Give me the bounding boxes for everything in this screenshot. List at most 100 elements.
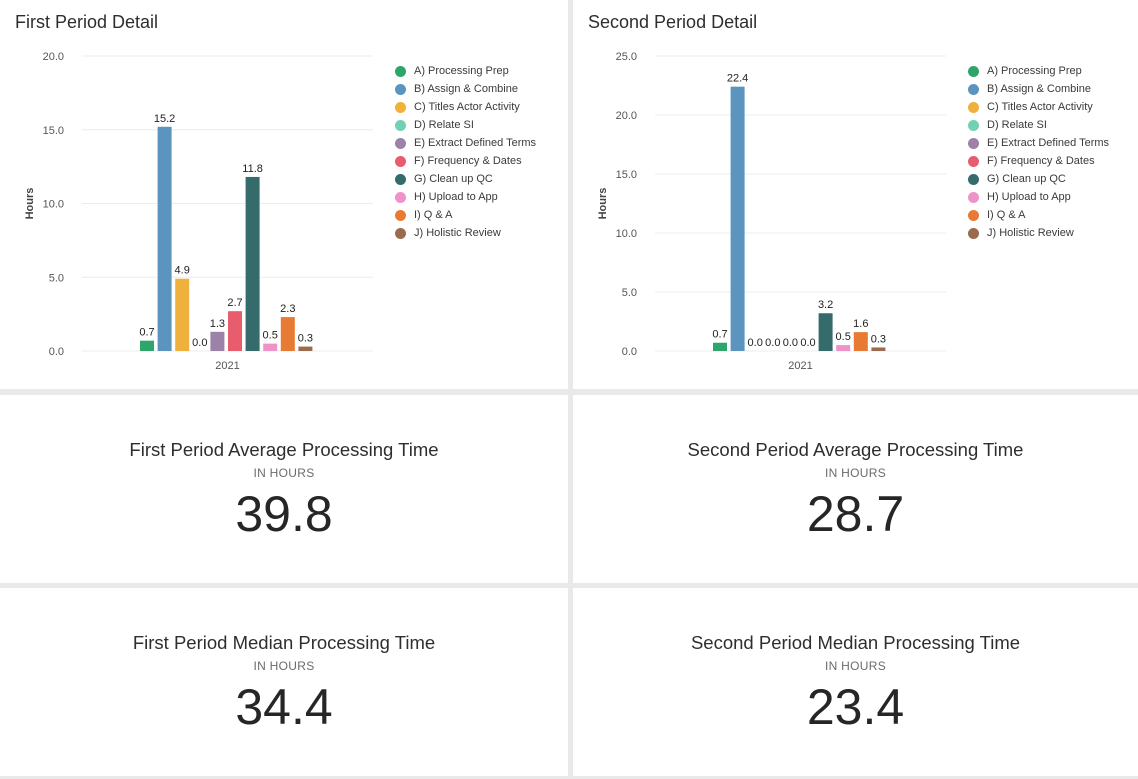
bar: [157, 126, 172, 351]
legend-item[interactable]: H) Upload to App: [968, 188, 1109, 206]
legend-item[interactable]: A) Processing Prep: [395, 62, 536, 80]
y-tick-label: 10.0: [43, 199, 64, 211]
bar: [818, 313, 833, 351]
data-label: 0.3: [871, 333, 886, 345]
kpi-tile-second-median: Second Period Median Processing Time IN …: [573, 588, 1138, 776]
bar: [280, 317, 295, 351]
data-label: 1.3: [210, 318, 225, 330]
legend-swatch-icon: [968, 191, 979, 203]
legend-item[interactable]: D) Relate SI: [395, 116, 536, 134]
legend-label: B) Assign & Combine: [987, 83, 1091, 95]
legend-label: B) Assign & Combine: [414, 83, 518, 95]
kpi-value: 34.4: [235, 679, 333, 735]
legend-item[interactable]: E) Extract Defined Terms: [395, 134, 536, 152]
data-label: 1.6: [853, 318, 868, 330]
y-tick-label: 15.0: [43, 125, 64, 137]
y-tick-label: 25.0: [616, 51, 637, 63]
legend-label: G) Clean up QC: [987, 173, 1066, 185]
legend-label: F) Frequency & Dates: [414, 155, 522, 167]
legend-item[interactable]: E) Extract Defined Terms: [968, 134, 1109, 152]
legend-swatch-icon: [395, 65, 406, 77]
data-label: 0.0: [748, 337, 763, 349]
kpi-subtitle: IN HOURS: [253, 466, 315, 480]
legend-item[interactable]: A) Processing Prep: [968, 62, 1109, 80]
kpi-value: 39.8: [235, 486, 333, 542]
legend-item[interactable]: C) Titles Actor Activity: [395, 98, 536, 116]
bar: [175, 278, 190, 351]
chart-tile-second-period: Second Period Detail 0.0 5.0 10.0 15.0 20.0 2…: [573, 0, 1138, 389]
legend-swatch-icon: [395, 119, 406, 131]
legend-label: A) Processing Prep: [414, 65, 509, 77]
legend-label: I) Q & A: [414, 209, 453, 221]
legend-item[interactable]: C) Titles Actor Activity: [968, 98, 1109, 116]
kpi-title: First Period Median Processing Time: [132, 632, 436, 653]
legend-label: F) Frequency & Dates: [987, 155, 1095, 167]
bar: [853, 332, 868, 351]
x-tick-label: 2021: [788, 360, 812, 372]
legend-swatch-icon: [968, 101, 979, 113]
data-label: 3.2: [818, 299, 833, 311]
legend-item[interactable]: B) Assign & Combine: [968, 80, 1109, 98]
legend-item[interactable]: F) Frequency & Dates: [395, 152, 536, 170]
y-axis-label: Hours: [24, 188, 36, 220]
legend-item[interactable]: I) Q & A: [395, 206, 536, 224]
legend-item[interactable]: F) Frequency & Dates: [968, 152, 1109, 170]
legend-swatch-icon: [968, 83, 979, 95]
chart-title: First Period Detail: [15, 12, 159, 32]
y-tick-label: 5.0: [622, 287, 637, 299]
kpi-value: 23.4: [806, 679, 905, 735]
legend-swatch-icon: [395, 191, 406, 203]
legend-label: I) Q & A: [987, 209, 1026, 221]
legend-item[interactable]: J) Holistic Review: [968, 224, 1109, 242]
kpi-subtitle: IN HOURS: [253, 659, 315, 673]
legend-swatch-icon: [395, 83, 406, 95]
legend-item[interactable]: G) Clean up QC: [395, 170, 536, 188]
kpi-tile-second-average: Second Period Average Processing Time IN…: [573, 395, 1138, 583]
bar: [245, 176, 260, 351]
bar: [210, 331, 225, 351]
chart-title: Second Period Detail: [588, 12, 758, 32]
legend-swatch-icon: [395, 155, 406, 167]
legend-swatch-icon: [968, 137, 979, 149]
data-label: 15.2: [154, 113, 175, 125]
kpi-title: First Period Average Processing Time: [129, 439, 439, 460]
kpi-tile-first-median: First Period Median Processing Time IN H…: [0, 588, 568, 776]
kpi-title: Second Period Median Processing Time: [690, 632, 1021, 653]
chart-tile-first-period: First Period Detail 0.0 5.0 10.0 15.0 20.0 Ho…: [0, 0, 568, 389]
legend-label: E) Extract Defined Terms: [987, 137, 1110, 149]
legend-item[interactable]: H) Upload to App: [395, 188, 536, 206]
data-label: 0.0: [783, 337, 798, 349]
bar: [836, 345, 851, 351]
legend-item[interactable]: I) Q & A: [968, 206, 1109, 224]
legend-label: G) Clean up QC: [414, 173, 493, 185]
kpi-subtitle: IN HOURS: [824, 659, 887, 673]
legend-item[interactable]: B) Assign & Combine: [395, 80, 536, 98]
legend-label: A) Processing Prep: [987, 65, 1082, 77]
legend-item[interactable]: J) Holistic Review: [395, 224, 536, 242]
bar-chart-second-period: 0.0 5.0 10.0 15.0 20.0 25.0 Hours 2021 0.7 22.4 0.…: [597, 51, 946, 372]
kpi-tile-first-average: First Period Average Processing Time IN …: [0, 395, 568, 583]
legend-swatch-icon: [395, 137, 406, 149]
kpi-title: Second Period Average Processing Time: [687, 439, 1024, 460]
legend-label: J) Holistic Review: [414, 227, 501, 239]
chart-legend: A) Processing Prep B) Assign & Combine C) …: [395, 62, 536, 242]
legend-label: C) Titles Actor Activity: [414, 101, 520, 113]
data-label: 0.7: [139, 327, 154, 339]
data-label: 0.5: [836, 331, 851, 343]
legend-item[interactable]: G) Clean up QC: [968, 170, 1109, 188]
data-label: 0.7: [712, 329, 727, 341]
bar: [228, 311, 242, 351]
y-axis-label: Hours: [597, 188, 609, 220]
legend-swatch-icon: [968, 209, 979, 221]
legend-swatch-icon: [968, 227, 979, 239]
data-label: 0.0: [800, 337, 815, 349]
bar-chart-first-period: 0.0 5.0 10.0 15.0 20.0 Hours 2021 0.7 15.2 4.9 0.0…: [24, 51, 373, 372]
legend-label: E) Extract Defined Terms: [414, 137, 537, 149]
y-tick-label: 20.0: [616, 110, 637, 122]
legend-swatch-icon: [968, 155, 979, 167]
data-label: 0.3: [298, 333, 313, 345]
legend-label: J) Holistic Review: [987, 227, 1074, 239]
legend-swatch-icon: [968, 119, 979, 131]
legend-item[interactable]: D) Relate SI: [968, 116, 1109, 134]
y-tick-label: 10.0: [616, 228, 637, 240]
